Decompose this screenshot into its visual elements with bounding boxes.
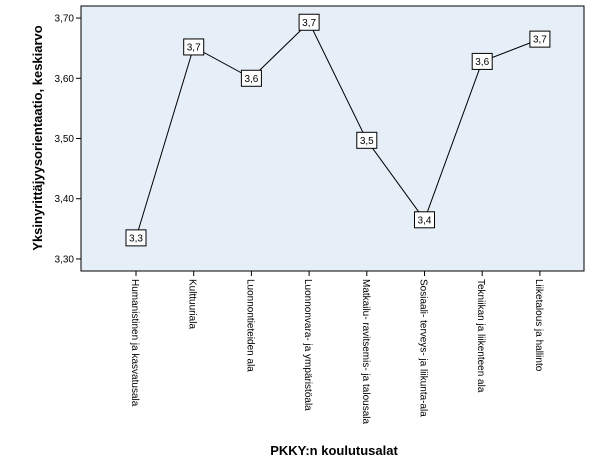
y-axis-title: Yksinyrittäjyysorientaatio, keskiarvo — [30, 25, 45, 251]
y-tick-label-4: 3,70 — [55, 14, 75, 25]
data-label-1: 3,7 — [187, 42, 201, 53]
y-tick-label-0: 3,30 — [55, 254, 75, 265]
data-point-3: 3,7 — [298, 13, 320, 31]
data-point-0: 3,3 — [125, 229, 147, 247]
x-tick-label-7: Liiketalous ja hallinto — [533, 279, 544, 372]
data-point-5: 3,4 — [414, 211, 435, 229]
data-labels: 3,3 3,7 3,6 3,7 3,5 3,4 3,6 3,7 — [125, 13, 551, 247]
x-axis-title: PKKY:n koulutusalat — [270, 443, 398, 458]
data-label-6: 3,6 — [475, 57, 489, 68]
y-tick-label-2: 3,50 — [55, 134, 75, 145]
data-label-box-4 — [356, 131, 378, 149]
data-label-box-5 — [414, 211, 435, 229]
data-point-1: 3,7 — [183, 38, 205, 56]
y-tick-label-1: 3,40 — [55, 194, 75, 205]
x-tick-label-5: Sosiaali- terveys- ja liikunta-ala — [418, 279, 429, 417]
plot-area — [80, 5, 585, 272]
x-tick-label-0: Humanistinen ja kasvatusala — [129, 279, 140, 407]
data-label-box-7 — [529, 30, 551, 48]
data-label-7: 3,7 — [533, 35, 547, 46]
x-tick-label-4: Matkailu- ravitsemis- ja talousala — [360, 279, 371, 424]
x-axis: Humanistinen ja kasvatusala Kulttuuriala L… — [129, 271, 544, 424]
data-label-box-6 — [471, 52, 493, 70]
data-label-box-3 — [298, 13, 320, 31]
data-label-box-1 — [183, 38, 205, 56]
x-tick-label-2: Luonnontieteiden ala — [244, 279, 255, 372]
data-point-6: 3,6 — [471, 52, 493, 70]
data-label-box-0 — [125, 229, 147, 247]
x-tick-label-3: Luonnonvara- ja ympäristöala — [302, 279, 313, 411]
data-label-4: 3,5 — [360, 136, 374, 147]
data-label-0: 3,3 — [129, 233, 143, 244]
y-axis: 3,30 3,40 3,50 3,60 3,70 — [55, 14, 81, 265]
x-tick-label-1: Kulttuuriala — [187, 279, 198, 329]
data-point-2: 3,6 — [240, 69, 262, 87]
data-point-7: 3,7 — [529, 30, 551, 48]
data-label-box-2 — [240, 69, 262, 87]
data-point-4: 3,5 — [356, 131, 378, 149]
x-tick-label-6: Tekniikan ja liikenteen ala — [475, 279, 486, 393]
y-tick-label-3: 3,60 — [55, 74, 75, 85]
data-label-2: 3,6 — [244, 74, 258, 85]
data-label-3: 3,7 — [302, 18, 316, 29]
data-label-5: 3,4 — [418, 215, 432, 226]
